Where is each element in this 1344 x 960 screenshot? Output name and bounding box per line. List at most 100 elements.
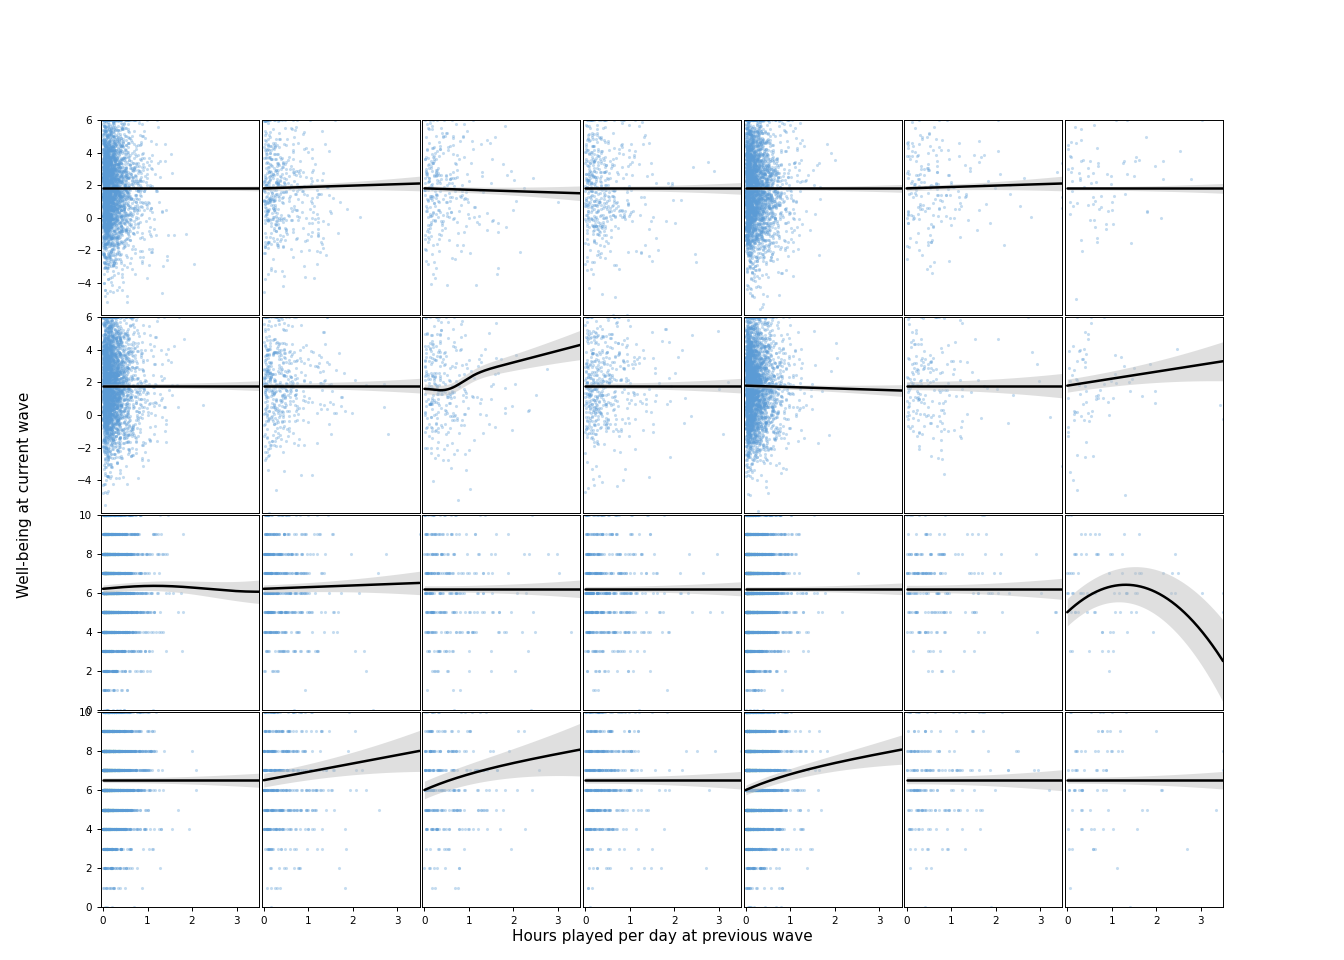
Point (738, 802, 759, 817)
Point (102, 352, 124, 368)
Point (735, 403, 757, 419)
Point (93, 585, 114, 600)
Point (101, 139, 122, 155)
Point (737, 410, 758, 425)
Point (93, 183, 114, 199)
Point (106, 131, 128, 146)
Point (266, 177, 288, 192)
Point (735, 546, 757, 562)
Point (593, 763, 614, 779)
Point (737, 330, 758, 346)
Point (749, 585, 770, 600)
Point (902, 324, 923, 340)
Point (919, 624, 941, 639)
Point (95, 365, 117, 380)
Point (423, 802, 445, 817)
Point (93, 147, 114, 162)
Point (109, 328, 130, 344)
Point (1060, 164, 1082, 180)
Point (739, 643, 761, 659)
Point (105, 724, 126, 739)
Point (94, 763, 116, 779)
Point (94, 763, 116, 779)
Point (577, 352, 598, 368)
Point (741, 585, 762, 600)
Point (132, 663, 153, 679)
Point (753, 782, 774, 798)
Point (120, 507, 141, 522)
Point (737, 180, 758, 196)
Point (114, 763, 136, 779)
Point (898, 186, 919, 202)
Point (118, 585, 140, 600)
Point (622, 546, 644, 562)
Point (97, 546, 118, 562)
Point (108, 705, 129, 720)
Point (114, 180, 136, 196)
Point (109, 396, 130, 411)
Point (765, 181, 786, 197)
Point (918, 841, 939, 856)
Point (113, 624, 134, 639)
Point (106, 565, 128, 581)
Point (739, 195, 761, 210)
Point (739, 374, 761, 390)
Point (98, 143, 120, 158)
Point (915, 526, 937, 541)
Point (745, 743, 766, 758)
Point (759, 410, 781, 425)
Point (99, 399, 121, 415)
Point (739, 167, 761, 182)
Point (94, 643, 116, 659)
Point (93, 605, 114, 620)
Point (582, 132, 603, 147)
Point (422, 392, 444, 407)
Point (101, 178, 122, 193)
Point (102, 743, 124, 758)
Point (289, 585, 310, 600)
Point (99, 361, 121, 376)
Point (738, 339, 759, 354)
Point (114, 585, 136, 600)
Point (94, 802, 116, 817)
Point (739, 822, 761, 837)
Point (785, 343, 806, 358)
Point (746, 565, 767, 581)
Point (739, 605, 761, 620)
Point (583, 763, 605, 779)
Point (94, 507, 116, 522)
Point (94, 112, 116, 128)
Point (114, 112, 136, 128)
Point (741, 405, 762, 420)
Point (266, 180, 288, 195)
Text: Apex Legends: Apex Legends (292, 93, 390, 107)
Point (738, 565, 759, 581)
Point (761, 348, 782, 364)
Point (93, 782, 114, 798)
Point (97, 546, 118, 562)
Point (93, 373, 114, 389)
Point (304, 643, 325, 659)
Point (742, 743, 763, 758)
Point (427, 782, 449, 798)
Point (98, 546, 120, 562)
Point (757, 160, 778, 176)
Point (735, 329, 757, 345)
Point (429, 368, 450, 383)
Point (98, 382, 120, 397)
Point (98, 372, 120, 387)
Point (93, 386, 114, 401)
Point (98, 763, 120, 779)
Point (766, 763, 788, 779)
Point (745, 526, 766, 541)
Point (749, 218, 770, 233)
Point (735, 162, 757, 178)
Point (102, 585, 124, 600)
Point (93, 210, 114, 226)
Point (126, 215, 148, 230)
Point (93, 159, 114, 175)
Point (105, 782, 126, 798)
Point (97, 337, 118, 352)
Point (98, 161, 120, 177)
Point (737, 782, 758, 798)
